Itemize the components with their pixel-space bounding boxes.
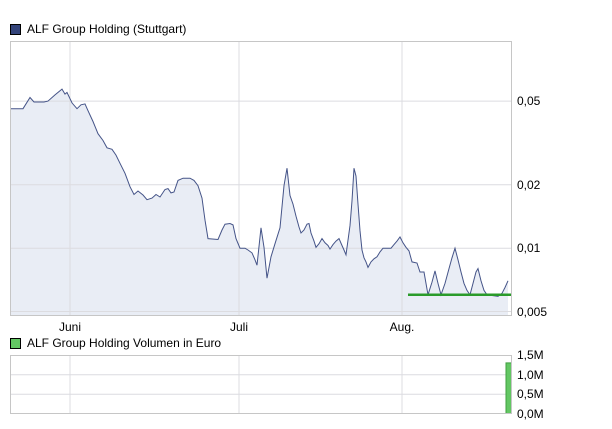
volume-plot-area[interactable] [10,355,512,414]
price-y-tick-label: 0,02 [517,178,541,192]
volume-y-tick-label: 0,5M [517,387,544,401]
price-series-swatch-icon [10,23,21,35]
volume-series-swatch-icon [10,337,21,349]
price-plot-border [10,41,512,316]
price-chart-legend: ALF Group Holding (Stuttgart) [10,23,186,35]
month-tick-label: Juni [58,320,82,334]
price-y-tick-label: 0,005 [517,305,548,319]
volume-y-tick-label: 1,5M [517,348,544,362]
price-line [10,88,509,297]
price-y-tick-label: 0,05 [517,94,541,108]
volume-chart-legend: ALF Group Holding Volumen in Euro [10,337,221,349]
price-y-tick-label: 0,01 [517,241,541,255]
volume-chart-title: ALF Group Holding Volumen in Euro [27,336,222,350]
price-plot-area[interactable] [10,41,512,316]
month-tick-label: Juli [229,320,249,334]
volume-plot-border [10,355,512,414]
price-area-fill [10,89,508,316]
month-tick-label: Aug. [389,320,415,334]
volume-y-tick-label: 1,0M [517,368,544,382]
volume-y-tick-label: 0,0M [517,407,544,421]
price-chart-title: ALF Group Holding (Stuttgart) [27,22,187,36]
